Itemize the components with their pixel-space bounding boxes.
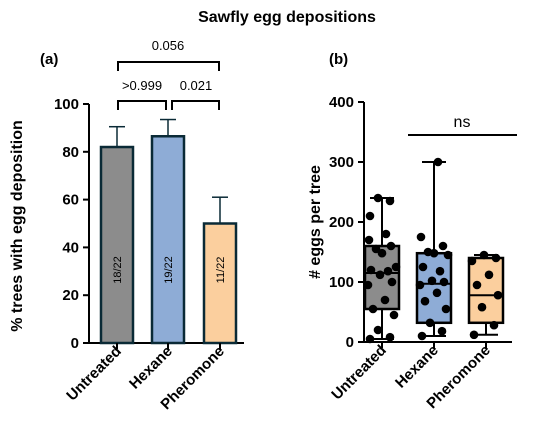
x-category-label: Untreated — [328, 342, 390, 404]
significance-bracket — [117, 61, 220, 71]
data-point — [433, 157, 443, 167]
panel-b-label: (b) — [329, 51, 348, 68]
y-tick-label: 40 — [62, 239, 79, 256]
data-point — [425, 318, 435, 328]
data-point — [484, 270, 494, 280]
significance-label: ns — [454, 114, 471, 131]
panel-b-y-axis-label: # eggs per tree — [307, 165, 324, 279]
bar-label: 19/22 — [163, 256, 175, 284]
data-point — [491, 253, 501, 263]
data-point — [386, 241, 396, 251]
data-point — [432, 288, 442, 298]
data-point — [365, 334, 375, 344]
figure-title: Sawfly egg depositions — [198, 9, 376, 26]
data-point — [417, 331, 427, 341]
data-point — [416, 232, 426, 242]
data-point — [441, 304, 451, 314]
data-point — [477, 302, 487, 312]
data-point — [435, 266, 445, 276]
data-point — [427, 276, 437, 286]
data-point — [375, 270, 385, 280]
y-tick-label: 20 — [62, 287, 79, 304]
data-point — [373, 193, 383, 203]
data-point — [472, 280, 482, 290]
data-point — [373, 325, 383, 335]
data-point — [479, 250, 489, 260]
bar-untreated — [99, 145, 135, 345]
data-point — [420, 296, 430, 306]
x-category-label: Hexane — [392, 342, 442, 392]
y-tick-label: 100 — [329, 274, 354, 291]
bar-label: 11/22 — [215, 257, 227, 284]
panel-a-y-axis-label: % trees with egg deposition — [9, 120, 26, 332]
data-point — [418, 262, 428, 272]
data-point — [377, 248, 387, 258]
y-tick-label: 400 — [329, 94, 354, 111]
data-point — [415, 280, 425, 290]
data-point — [489, 320, 499, 330]
data-point — [363, 280, 373, 290]
data-point — [467, 256, 477, 266]
data-point — [365, 211, 375, 221]
y-tick-label: 80 — [62, 144, 79, 161]
data-point — [387, 277, 397, 287]
data-point — [493, 290, 503, 300]
data-point — [385, 332, 395, 342]
data-point — [380, 295, 390, 305]
panel-a-bar-chart: (a) % trees with egg deposition 0 20 40 60 8… — [9, 38, 244, 413]
data-point — [437, 326, 447, 336]
significance-bracket — [171, 100, 220, 110]
data-point — [383, 266, 393, 276]
x-category-label: Hexane — [126, 343, 176, 393]
data-point — [381, 229, 391, 239]
y-tick-label: 300 — [329, 154, 354, 171]
y-tick-label: 100 — [54, 96, 79, 113]
significance-label: 0.056 — [152, 38, 185, 53]
data-point — [366, 265, 376, 275]
y-tick-label: 0 — [346, 334, 354, 351]
significance-label: >0.999 — [122, 78, 162, 93]
y-tick-label: 0 — [71, 335, 79, 352]
data-point — [423, 247, 433, 257]
data-point — [469, 330, 479, 340]
panel-a-label: (a) — [40, 51, 58, 68]
y-tick-label: 200 — [329, 214, 354, 231]
data-point — [368, 304, 378, 314]
data-point — [439, 277, 449, 287]
data-point — [443, 250, 453, 260]
data-point — [385, 196, 395, 206]
bar-hexane — [150, 135, 186, 345]
significance-label: 0.021 — [180, 78, 213, 93]
panel-b-box-plot: (b) # eggs per tree 0 100 200 300 400 Untreat… — [307, 51, 517, 412]
data-point — [371, 244, 381, 254]
x-category-label: Untreated — [63, 343, 125, 405]
y-tick-label: 60 — [62, 192, 79, 209]
significance-bracket — [117, 100, 167, 110]
data-point — [391, 262, 401, 272]
data-point — [364, 235, 374, 245]
data-point — [438, 241, 448, 251]
data-point — [389, 310, 399, 320]
box-pheromone — [467, 256, 505, 325]
bar-label: 18/22 — [112, 256, 124, 284]
